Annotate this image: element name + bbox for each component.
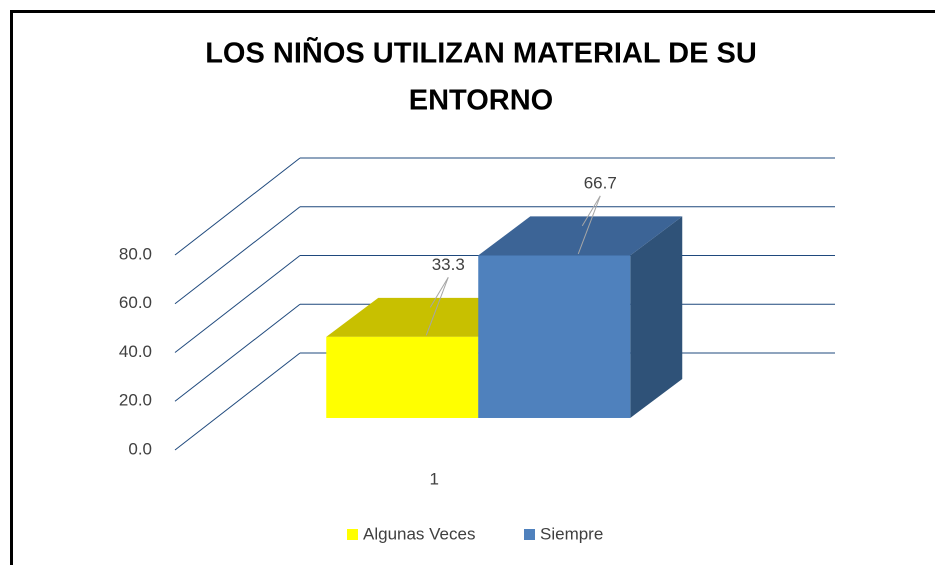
bar-side — [630, 216, 683, 418]
grid-line-depth — [174, 206, 301, 305]
chart-title: ENTORNO — [409, 85, 553, 117]
bar-front — [478, 255, 631, 418]
data-label: 66.7 — [584, 173, 617, 192]
y-tick-label: 0.0 — [128, 439, 152, 458]
x-tick-label: 1 — [430, 469, 439, 488]
leader-line — [581, 195, 601, 227]
bar-front — [326, 336, 479, 418]
grid-line-depth — [174, 157, 301, 256]
y-tick-label: 40.0 — [119, 342, 152, 361]
grid-line-depth — [174, 352, 301, 451]
chart-title: LOS NIÑOS UTILIZAN MATERIAL DE SU — [205, 36, 757, 70]
legend-swatch — [524, 529, 535, 540]
bar — [478, 216, 683, 418]
legend-label: Algunas Veces — [363, 524, 475, 543]
leader-line — [425, 277, 449, 336]
leader-line — [429, 277, 449, 308]
y-tick-label: 20.0 — [119, 391, 152, 410]
leader-line — [577, 195, 601, 255]
data-label: 33.3 — [432, 255, 465, 274]
grid-line-depth — [174, 255, 301, 353]
bar-top — [478, 216, 683, 256]
y-tick-label: 60.0 — [119, 293, 152, 312]
legend-label: Siempre — [540, 524, 603, 543]
grid-line-depth — [174, 303, 301, 402]
y-tick-label: 80.0 — [119, 244, 152, 263]
legend-swatch — [347, 529, 358, 540]
